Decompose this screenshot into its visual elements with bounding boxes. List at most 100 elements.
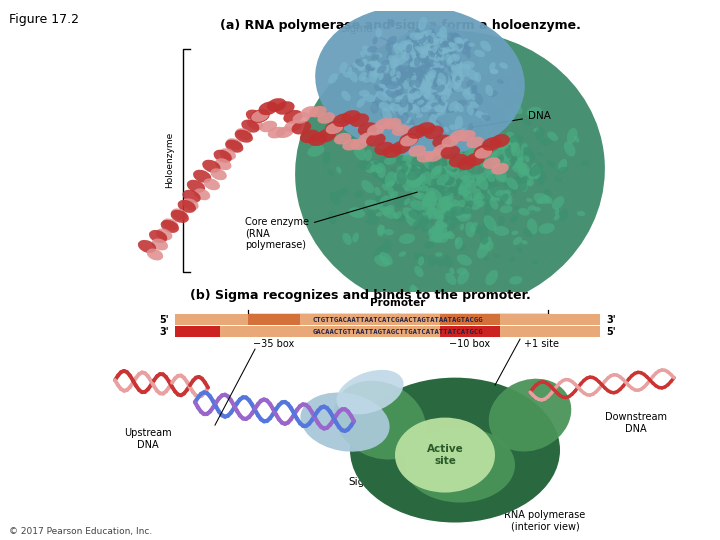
Ellipse shape bbox=[367, 66, 374, 76]
Ellipse shape bbox=[439, 167, 451, 181]
Ellipse shape bbox=[395, 195, 404, 208]
Ellipse shape bbox=[437, 51, 450, 65]
Ellipse shape bbox=[451, 65, 463, 75]
Ellipse shape bbox=[427, 173, 437, 184]
Text: (a) RNA polymerase and sigma form a holoenzyme.: (a) RNA polymerase and sigma form a holo… bbox=[220, 19, 580, 32]
Ellipse shape bbox=[496, 111, 500, 117]
Ellipse shape bbox=[445, 215, 462, 226]
Ellipse shape bbox=[510, 214, 518, 224]
Ellipse shape bbox=[408, 145, 426, 157]
Ellipse shape bbox=[259, 120, 277, 132]
Ellipse shape bbox=[456, 57, 461, 64]
Ellipse shape bbox=[292, 121, 311, 134]
Ellipse shape bbox=[384, 118, 401, 130]
Ellipse shape bbox=[444, 177, 455, 186]
Ellipse shape bbox=[387, 51, 392, 59]
Ellipse shape bbox=[415, 212, 432, 224]
Ellipse shape bbox=[334, 133, 351, 145]
Ellipse shape bbox=[425, 86, 430, 92]
Ellipse shape bbox=[428, 125, 441, 134]
Ellipse shape bbox=[431, 82, 444, 90]
Ellipse shape bbox=[275, 101, 294, 115]
Ellipse shape bbox=[413, 156, 425, 164]
Ellipse shape bbox=[528, 205, 536, 211]
Ellipse shape bbox=[442, 204, 452, 211]
Ellipse shape bbox=[462, 38, 468, 44]
Ellipse shape bbox=[469, 102, 479, 109]
Ellipse shape bbox=[418, 217, 427, 228]
Ellipse shape bbox=[462, 206, 470, 218]
Ellipse shape bbox=[468, 136, 475, 145]
Ellipse shape bbox=[428, 72, 436, 78]
Ellipse shape bbox=[464, 136, 474, 143]
Ellipse shape bbox=[404, 93, 410, 103]
Ellipse shape bbox=[407, 109, 415, 120]
Ellipse shape bbox=[343, 233, 352, 245]
Ellipse shape bbox=[440, 230, 453, 239]
Ellipse shape bbox=[370, 59, 380, 73]
Ellipse shape bbox=[462, 89, 472, 100]
Ellipse shape bbox=[513, 205, 520, 210]
Ellipse shape bbox=[440, 42, 447, 48]
Ellipse shape bbox=[396, 95, 403, 100]
Ellipse shape bbox=[411, 52, 420, 59]
Ellipse shape bbox=[439, 41, 450, 48]
Ellipse shape bbox=[491, 163, 509, 174]
Ellipse shape bbox=[394, 65, 406, 74]
FancyBboxPatch shape bbox=[175, 314, 600, 325]
Ellipse shape bbox=[558, 159, 567, 172]
Ellipse shape bbox=[439, 45, 445, 50]
Ellipse shape bbox=[460, 121, 472, 138]
Ellipse shape bbox=[396, 100, 404, 110]
Ellipse shape bbox=[422, 54, 431, 65]
Ellipse shape bbox=[427, 42, 433, 51]
Ellipse shape bbox=[527, 218, 538, 234]
Ellipse shape bbox=[465, 183, 472, 188]
Ellipse shape bbox=[476, 190, 491, 202]
Ellipse shape bbox=[487, 172, 495, 183]
Ellipse shape bbox=[434, 50, 439, 53]
Text: −35 box: −35 box bbox=[253, 339, 294, 349]
Ellipse shape bbox=[442, 52, 449, 61]
Ellipse shape bbox=[433, 68, 444, 80]
Ellipse shape bbox=[390, 69, 396, 77]
Ellipse shape bbox=[451, 96, 456, 104]
Ellipse shape bbox=[415, 50, 422, 59]
Ellipse shape bbox=[432, 134, 452, 148]
Ellipse shape bbox=[408, 86, 413, 93]
Ellipse shape bbox=[467, 89, 477, 100]
Ellipse shape bbox=[398, 80, 405, 85]
Ellipse shape bbox=[430, 63, 441, 72]
Ellipse shape bbox=[448, 144, 457, 151]
Ellipse shape bbox=[375, 118, 393, 130]
Ellipse shape bbox=[435, 213, 441, 218]
Ellipse shape bbox=[390, 25, 469, 77]
Ellipse shape bbox=[489, 62, 495, 71]
Ellipse shape bbox=[456, 199, 465, 210]
Ellipse shape bbox=[295, 31, 605, 312]
Ellipse shape bbox=[370, 111, 382, 121]
Ellipse shape bbox=[433, 76, 443, 87]
Ellipse shape bbox=[412, 140, 421, 146]
Ellipse shape bbox=[403, 41, 414, 50]
Ellipse shape bbox=[511, 144, 518, 153]
Ellipse shape bbox=[420, 81, 428, 93]
Ellipse shape bbox=[420, 35, 429, 44]
Ellipse shape bbox=[283, 110, 303, 124]
Ellipse shape bbox=[387, 188, 400, 203]
Ellipse shape bbox=[367, 211, 377, 218]
Ellipse shape bbox=[425, 39, 434, 47]
Ellipse shape bbox=[365, 64, 375, 71]
Ellipse shape bbox=[489, 181, 501, 198]
Ellipse shape bbox=[421, 33, 431, 44]
Ellipse shape bbox=[368, 61, 378, 69]
Ellipse shape bbox=[382, 184, 389, 191]
Ellipse shape bbox=[377, 225, 384, 237]
Ellipse shape bbox=[470, 110, 481, 126]
Ellipse shape bbox=[485, 104, 498, 114]
Ellipse shape bbox=[470, 197, 479, 206]
Ellipse shape bbox=[392, 121, 405, 132]
Ellipse shape bbox=[432, 50, 441, 64]
Ellipse shape bbox=[401, 180, 409, 190]
Ellipse shape bbox=[415, 86, 422, 98]
